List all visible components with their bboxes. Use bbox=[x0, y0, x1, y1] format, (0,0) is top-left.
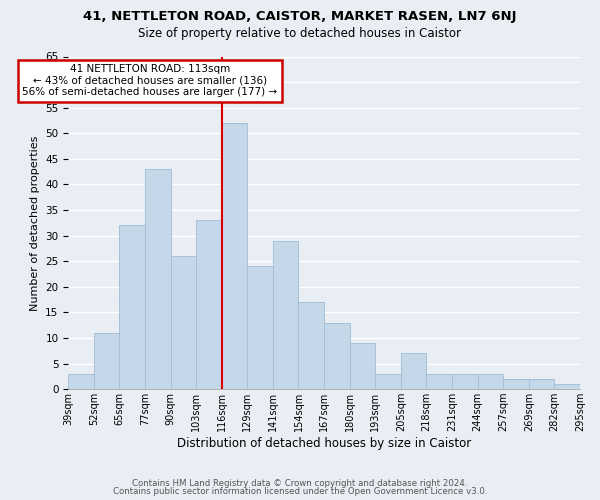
Text: Contains public sector information licensed under the Open Government Licence v3: Contains public sector information licen… bbox=[113, 487, 487, 496]
Bar bbox=[222, 123, 247, 389]
Bar bbox=[94, 333, 119, 389]
Bar bbox=[452, 374, 478, 389]
Bar bbox=[427, 374, 452, 389]
Bar bbox=[119, 226, 145, 389]
Bar bbox=[273, 240, 298, 389]
Text: 41, NETTLETON ROAD, CAISTOR, MARKET RASEN, LN7 6NJ: 41, NETTLETON ROAD, CAISTOR, MARKET RASE… bbox=[83, 10, 517, 23]
Bar bbox=[401, 354, 427, 389]
Bar bbox=[170, 256, 196, 389]
Y-axis label: Number of detached properties: Number of detached properties bbox=[29, 135, 40, 310]
Bar bbox=[375, 374, 401, 389]
Bar bbox=[350, 343, 375, 389]
Bar bbox=[529, 379, 554, 389]
Bar bbox=[503, 379, 529, 389]
Bar bbox=[554, 384, 580, 389]
Text: Size of property relative to detached houses in Caistor: Size of property relative to detached ho… bbox=[139, 28, 461, 40]
Bar bbox=[478, 374, 503, 389]
Bar bbox=[247, 266, 273, 389]
Bar bbox=[298, 302, 324, 389]
Bar bbox=[196, 220, 222, 389]
Text: 41 NETTLETON ROAD: 113sqm
← 43% of detached houses are smaller (136)
56% of semi: 41 NETTLETON ROAD: 113sqm ← 43% of detac… bbox=[22, 64, 278, 98]
Bar bbox=[324, 322, 350, 389]
Text: Contains HM Land Registry data © Crown copyright and database right 2024.: Contains HM Land Registry data © Crown c… bbox=[132, 478, 468, 488]
Bar bbox=[68, 374, 94, 389]
Bar bbox=[145, 169, 170, 389]
X-axis label: Distribution of detached houses by size in Caistor: Distribution of detached houses by size … bbox=[177, 437, 471, 450]
